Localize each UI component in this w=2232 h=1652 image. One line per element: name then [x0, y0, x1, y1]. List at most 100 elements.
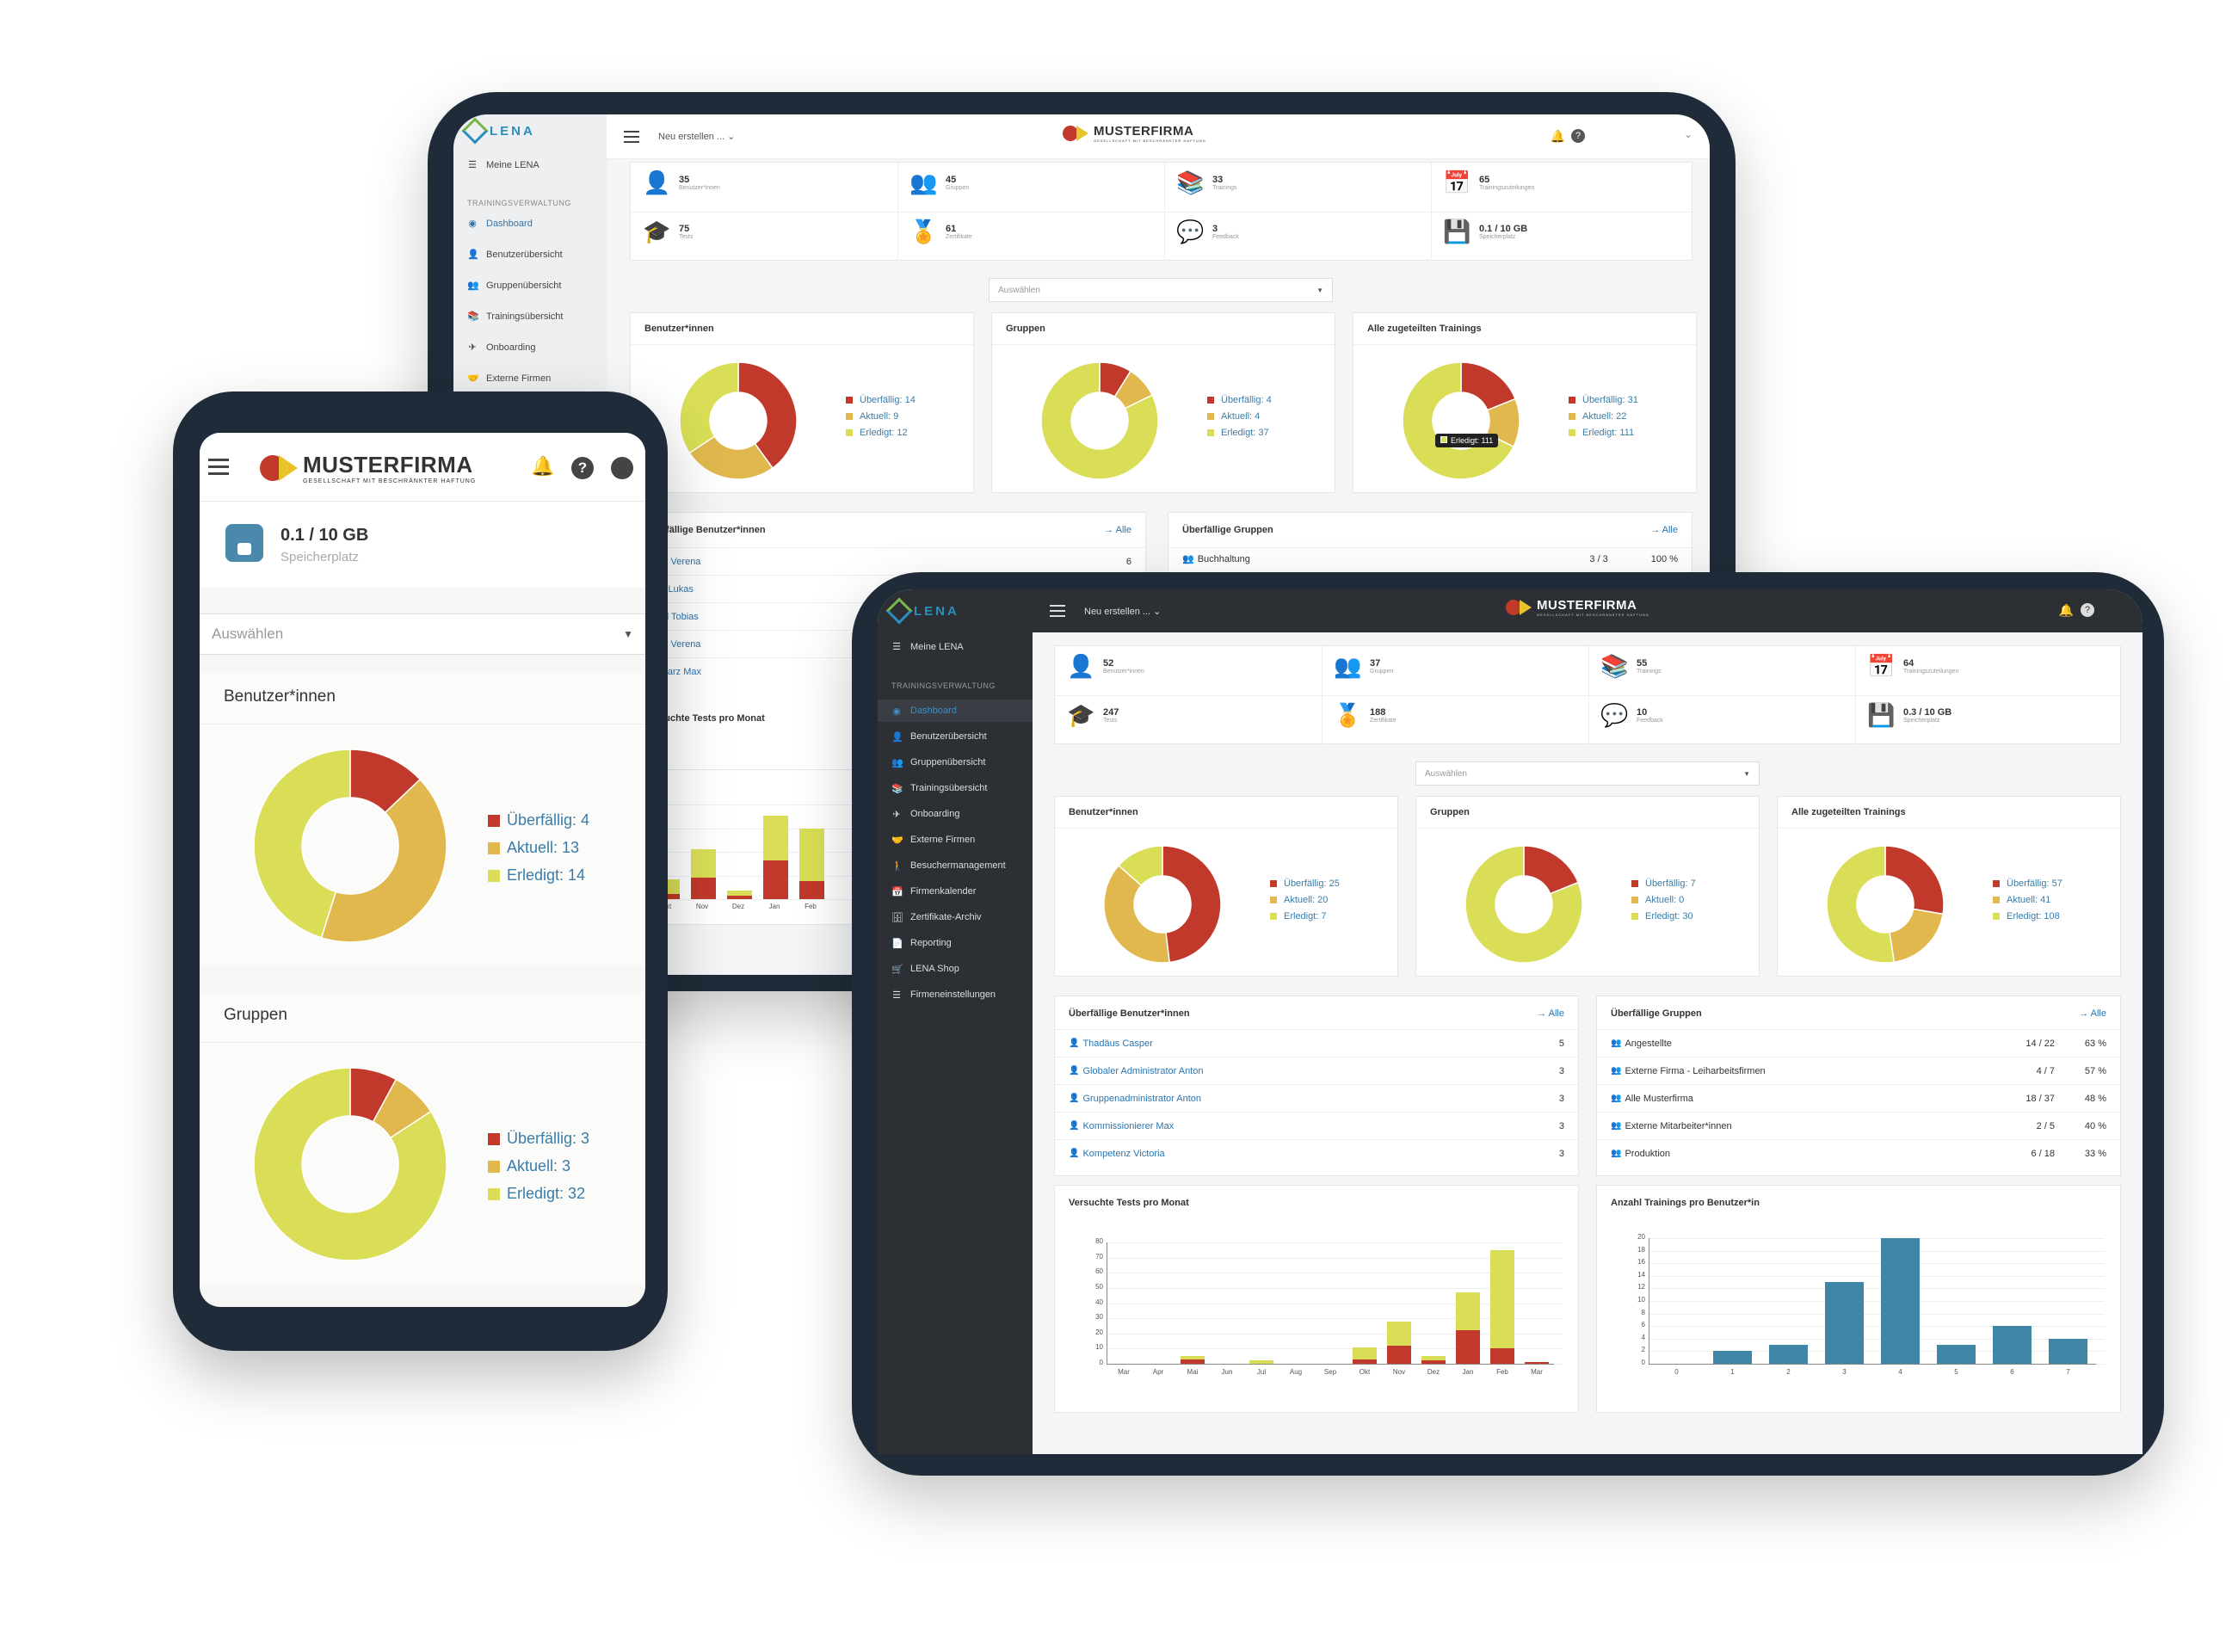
- legend-item[interactable]: Überfällig: 31: [1569, 395, 1638, 405]
- user-name-link[interactable]: Kommissionierer Max: [1082, 1120, 1175, 1131]
- stat-tile[interactable]: 👤 52 Benutzer*innen: [1067, 653, 1144, 680]
- phone-filter-select[interactable]: Auswählen ▼: [200, 613, 645, 655]
- legend-item[interactable]: Erledigt: 108: [1993, 911, 2060, 922]
- legend-item[interactable]: Überfällig: 4: [488, 811, 589, 829]
- all-link[interactable]: → Alle: [1104, 525, 1131, 535]
- bar[interactable]: [1712, 1351, 1753, 1364]
- donut-slice[interactable]: [1118, 845, 1163, 887]
- user-name-link[interactable]: Gruppenadministrator Anton: [1082, 1093, 1202, 1104]
- bar[interactable]: [727, 895, 753, 899]
- legend-item[interactable]: Überfällig: 3: [488, 1130, 589, 1148]
- table-row[interactable]: 👥 Produktion 6 / 18 33 %: [1597, 1139, 2120, 1167]
- table-row[interactable]: 👤 Thadäus Casper 5: [1055, 1029, 1578, 1057]
- sidebar-item-dashboard[interactable]: ◉ Dashboard: [467, 218, 533, 230]
- bell-icon[interactable]: 🔔: [531, 455, 555, 477]
- sidebar-item-onboarding[interactable]: ✈ Onboarding: [878, 803, 1033, 825]
- bar[interactable]: [1936, 1345, 1976, 1364]
- bell-icon[interactable]: 🔔: [1550, 129, 1565, 143]
- bar[interactable]: [1387, 1345, 1411, 1364]
- legend-item[interactable]: Überfällig: 57: [1993, 878, 2062, 889]
- all-link[interactable]: → Alle: [1650, 525, 1678, 535]
- stat-tile[interactable]: 📅 65 Trainingszuteilungen: [1443, 170, 1534, 196]
- donut-slice[interactable]: [1103, 864, 1171, 964]
- sidebar-item-handshake[interactable]: 🤝 Externe Firmen: [467, 373, 551, 385]
- table-row[interactable]: 👥 Angestellte 14 / 22 63 %: [1597, 1029, 2120, 1057]
- donut-slice[interactable]: [1889, 908, 1944, 964]
- sidebar-item-settings[interactable]: ☰ Firmeneinstellungen: [878, 983, 1033, 1006]
- bar[interactable]: [691, 849, 717, 878]
- sidebar-item-books[interactable]: 📚 Trainingsübersicht: [467, 311, 563, 323]
- stat-tile[interactable]: 📚 55 Trainings: [1600, 653, 1662, 680]
- account-icon[interactable]: [611, 457, 633, 479]
- new-dropdown[interactable]: Neu erstellen ... ⌄: [658, 131, 735, 142]
- donut-slice[interactable]: [253, 1067, 447, 1261]
- donut-slice[interactable]: [679, 361, 739, 454]
- legend-item[interactable]: Überfällig: 25: [1270, 878, 1340, 889]
- help-icon[interactable]: ?: [571, 457, 594, 479]
- menu-icon[interactable]: [624, 130, 639, 143]
- bar[interactable]: [1353, 1347, 1377, 1359]
- bar[interactable]: [763, 816, 789, 860]
- bar[interactable]: [1490, 1348, 1514, 1364]
- bar[interactable]: [1456, 1292, 1480, 1331]
- bar[interactable]: [763, 860, 789, 899]
- legend-item[interactable]: Erledigt: 37: [1207, 428, 1269, 438]
- bar[interactable]: [1490, 1249, 1514, 1349]
- new-dropdown[interactable]: Neu erstellen ... ⌄: [1084, 606, 1161, 617]
- stat-tile[interactable]: 💾 0.3 / 10 GB Speicherplatz: [1867, 702, 1951, 729]
- sidebar-item-users[interactable]: 👥 Gruppenübersicht: [878, 751, 1033, 774]
- bar[interactable]: [1525, 1362, 1549, 1364]
- legend-item[interactable]: Erledigt: 32: [488, 1185, 585, 1203]
- bell-icon[interactable]: 🔔: [2058, 603, 2074, 617]
- bar[interactable]: [1387, 1321, 1411, 1346]
- bar[interactable]: [1181, 1356, 1205, 1359]
- table-row[interactable]: 👤 Gruppenadministrator Anton 3: [1055, 1084, 1578, 1112]
- stat-tile[interactable]: 📅 64 Trainingszuteilungen: [1867, 653, 1958, 680]
- stat-tile[interactable]: 👥 37 Gruppen: [1334, 653, 1393, 680]
- all-link[interactable]: → Alle: [2079, 1008, 2106, 1019]
- menu-icon[interactable]: [208, 459, 229, 476]
- legend-item[interactable]: Aktuell: 4: [1207, 411, 1260, 422]
- bar[interactable]: [1880, 1238, 1921, 1364]
- legend-item[interactable]: Überfällig: 14: [846, 395, 916, 405]
- bar[interactable]: [1249, 1360, 1273, 1364]
- sidebar-item-my-lena[interactable]: ☰ Meine LENA: [467, 159, 540, 171]
- user-name-link[interactable]: Thadäus Casper: [1082, 1038, 1153, 1049]
- stat-tile[interactable]: 👥 45 Gruppen: [909, 170, 969, 196]
- table-row[interactable]: 👥 Externe Mitarbeiter*innen 2 / 5 40 %: [1597, 1112, 2120, 1139]
- bar[interactable]: [727, 890, 753, 896]
- bar[interactable]: [799, 881, 825, 899]
- sidebar-item-books[interactable]: 📚 Trainingsübersicht: [878, 777, 1033, 799]
- all-link[interactable]: → Alle: [1537, 1008, 1564, 1019]
- stat-tile[interactable]: 👤 35 Benutzer*innen: [643, 170, 720, 196]
- legend-item[interactable]: Aktuell: 3: [488, 1157, 570, 1175]
- legend-item[interactable]: Aktuell: 20: [1270, 895, 1328, 905]
- bar[interactable]: [1456, 1330, 1480, 1364]
- back-filter-select[interactable]: Auswählen ▼: [989, 278, 1333, 302]
- table-row[interactable]: 👥 Alle Musterfirma 18 / 37 48 %: [1597, 1084, 2120, 1112]
- sidebar-item-onboarding[interactable]: ✈ Onboarding: [467, 342, 535, 354]
- sidebar-item-cart[interactable]: 🛒 LENA Shop: [878, 958, 1033, 980]
- legend-item[interactable]: Erledigt: 14: [488, 866, 585, 885]
- legend-item[interactable]: Überfällig: 4: [1207, 395, 1272, 405]
- sidebar-item-archive[interactable]: 🗄 Zertifikate-Archiv: [878, 906, 1033, 928]
- legend-item[interactable]: Aktuell: 0: [1631, 895, 1684, 905]
- legend-item[interactable]: Überfällig: 7: [1631, 878, 1696, 889]
- bar[interactable]: [1421, 1356, 1446, 1361]
- donut-slice[interactable]: [253, 749, 351, 939]
- donut-slice[interactable]: [737, 361, 798, 470]
- sidebar-item-handshake[interactable]: 🤝 Externe Firmen: [878, 829, 1033, 851]
- sidebar-item-user[interactable]: 👤 Benutzerübersicht: [467, 249, 563, 261]
- bar[interactable]: [799, 828, 825, 882]
- front-filter-select[interactable]: Auswählen ▼: [1415, 761, 1760, 786]
- sidebar-item-my-lena[interactable]: ☰ Meine LENA: [891, 641, 964, 653]
- bar[interactable]: [691, 878, 717, 899]
- donut-slice[interactable]: [1826, 845, 1896, 964]
- bar[interactable]: [1421, 1360, 1446, 1364]
- sidebar-item-report[interactable]: 📄 Reporting: [878, 932, 1033, 954]
- legend-item[interactable]: Erledigt: 7: [1270, 911, 1327, 922]
- stat-tile[interactable]: 🏅 61 Zertifikate: [909, 219, 972, 245]
- sidebar-item-calendar[interactable]: 📅 Firmenkalender: [878, 880, 1033, 903]
- table-row[interactable]: 👥 Externe Firma - Leiharbeitsfirmen 4 / 7 5…: [1597, 1057, 2120, 1084]
- legend-item[interactable]: Erledigt: 12: [846, 428, 908, 438]
